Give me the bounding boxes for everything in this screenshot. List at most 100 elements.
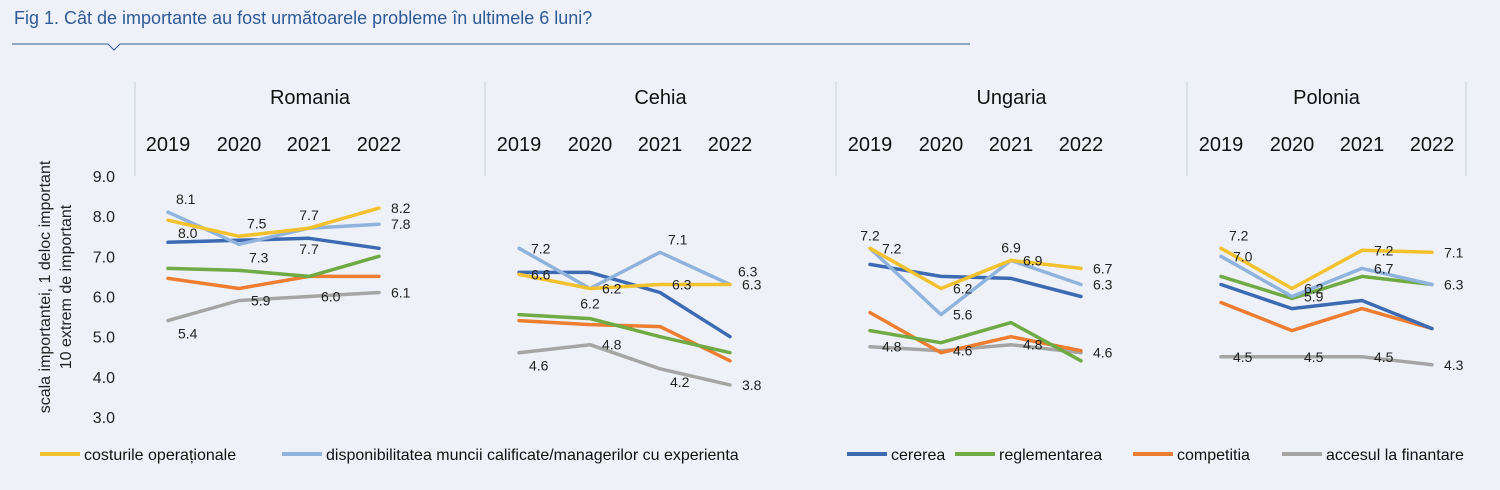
data-label: 6.3 [742, 276, 762, 292]
data-label: 7.3 [249, 249, 269, 265]
y-axis-title-line1: scala importantei, 1 deloc important [37, 160, 54, 413]
series-line-finance-polonia [1219, 355, 1434, 367]
year-tick-label: 2020 [1270, 134, 1315, 156]
series-line-costs-romania [166, 206, 381, 239]
y-tick-label: 7.0 [93, 249, 115, 266]
data-label: 7.2 [1374, 242, 1394, 258]
data-label: 7.7 [299, 207, 319, 223]
legend-label-demand: cererea [891, 447, 945, 464]
data-label: 7.2 [882, 240, 902, 256]
series-line-demand-romania [166, 236, 381, 251]
data-label: 7.7 [299, 241, 319, 257]
data-label: 7.0 [1233, 248, 1253, 264]
legend-label-finance: accesul la finantare [1326, 447, 1464, 464]
series-line-finance-romania [166, 290, 381, 323]
y-tick-label: 9.0 [93, 169, 115, 186]
year-tick-label: 2022 [357, 134, 402, 156]
data-label: 7.8 [391, 216, 411, 232]
data-label: 6.3 [1444, 276, 1464, 292]
year-tick-label: 2021 [989, 134, 1034, 156]
data-label: 6.6 [531, 266, 551, 282]
series-line-competition-polonia [1219, 300, 1434, 333]
year-tick-label: 2019 [497, 134, 542, 156]
year-tick-label: 2022 [1410, 134, 1455, 156]
series-line-costs-cehia [517, 272, 732, 291]
figure-title: Fig 1. Cât de importante au fost următoa… [14, 8, 593, 28]
data-label: 7.2 [860, 227, 880, 243]
data-label: 5.9 [251, 293, 271, 309]
series-line-finance-cehia [517, 342, 732, 387]
legend-label-competition: competitia [1177, 447, 1250, 464]
data-label: 7.1 [1444, 244, 1464, 260]
data-label: 4.6 [953, 343, 973, 359]
data-label: 5.4 [178, 326, 198, 342]
data-label: 4.2 [670, 374, 690, 390]
data-label: 5.6 [953, 307, 973, 323]
data-label: 6.2 [580, 295, 600, 311]
data-label: 6.3 [672, 276, 692, 292]
series-line-regulation-romania [166, 254, 381, 279]
data-label: 4.8 [882, 339, 902, 355]
panel-title-cehia: Cehia [634, 87, 687, 109]
data-label: 8.1 [176, 191, 196, 207]
series-line-skills-ungaria [868, 246, 1083, 317]
data-label: 7.5 [247, 215, 267, 231]
series-line-costs-ungaria [868, 246, 1083, 291]
data-label: 6.7 [1374, 260, 1394, 276]
year-tick-label: 2021 [1340, 134, 1385, 156]
panel-title-romania: Romania [270, 87, 351, 109]
data-label: 8.2 [391, 200, 411, 216]
series-line-competition-ungaria [868, 310, 1083, 355]
y-axis-title-line2: 10 extrem de important [58, 204, 75, 369]
series-line-costs-polonia [1219, 246, 1434, 291]
y-tick-label: 5.0 [93, 330, 115, 347]
series-line-competition-romania [166, 274, 381, 291]
data-label: 4.5 [1304, 349, 1324, 365]
series-line-skills-cehia [517, 246, 732, 291]
title-underline [12, 43, 970, 51]
legend-label-costs: costurile operaționale [84, 447, 236, 464]
series-line-regulation-cehia [517, 312, 732, 355]
year-tick-label: 2019 [146, 134, 191, 156]
year-tick-label: 2019 [848, 134, 893, 156]
data-label: 4.8 [602, 337, 622, 353]
series-line-regulation-polonia [1219, 274, 1434, 301]
data-label: 4.8 [1023, 337, 1043, 353]
year-tick-label: 2021 [287, 134, 332, 156]
data-label: 5.9 [1304, 289, 1324, 305]
legend-label-skills: disponibilitatea muncii calificate/manag… [326, 447, 739, 464]
data-label: 7.2 [1229, 227, 1249, 243]
panel-title-ungaria: Ungaria [976, 87, 1047, 109]
y-tick-label: 8.0 [93, 209, 115, 226]
year-tick-label: 2020 [217, 134, 262, 156]
data-label: 6.7 [1093, 260, 1113, 276]
data-label: 7.1 [668, 231, 688, 247]
data-label: 6.9 [1023, 252, 1043, 268]
series-line-skills-polonia [1219, 254, 1434, 299]
data-label: 4.6 [529, 358, 549, 374]
series-line-demand-ungaria [868, 262, 1083, 299]
year-tick-label: 2019 [1199, 134, 1244, 156]
series-line-demand-polonia [1219, 282, 1434, 331]
y-tick-label: 3.0 [93, 410, 115, 427]
year-tick-label: 2022 [1059, 134, 1104, 156]
year-tick-label: 2022 [708, 134, 753, 156]
data-label: 6.9 [1001, 239, 1021, 255]
y-tick-label: 6.0 [93, 290, 115, 307]
data-label: 6.3 [738, 263, 758, 279]
data-label: 4.3 [1444, 357, 1464, 373]
series-line-demand-cehia [517, 270, 732, 339]
data-label: 3.8 [742, 377, 762, 393]
data-label: 7.2 [531, 240, 551, 256]
data-label: 6.1 [391, 284, 411, 300]
data-label: 4.5 [1374, 349, 1394, 365]
data-label: 6.2 [1304, 280, 1324, 296]
data-label: 6.0 [321, 289, 341, 305]
data-label: 4.5 [1233, 349, 1253, 365]
year-tick-label: 2020 [568, 134, 613, 156]
data-label: 6.2 [953, 280, 973, 296]
series-line-finance-ungaria [868, 342, 1083, 355]
series-line-regulation-ungaria [868, 320, 1083, 363]
panel-title-polonia: Polonia [1293, 87, 1361, 109]
